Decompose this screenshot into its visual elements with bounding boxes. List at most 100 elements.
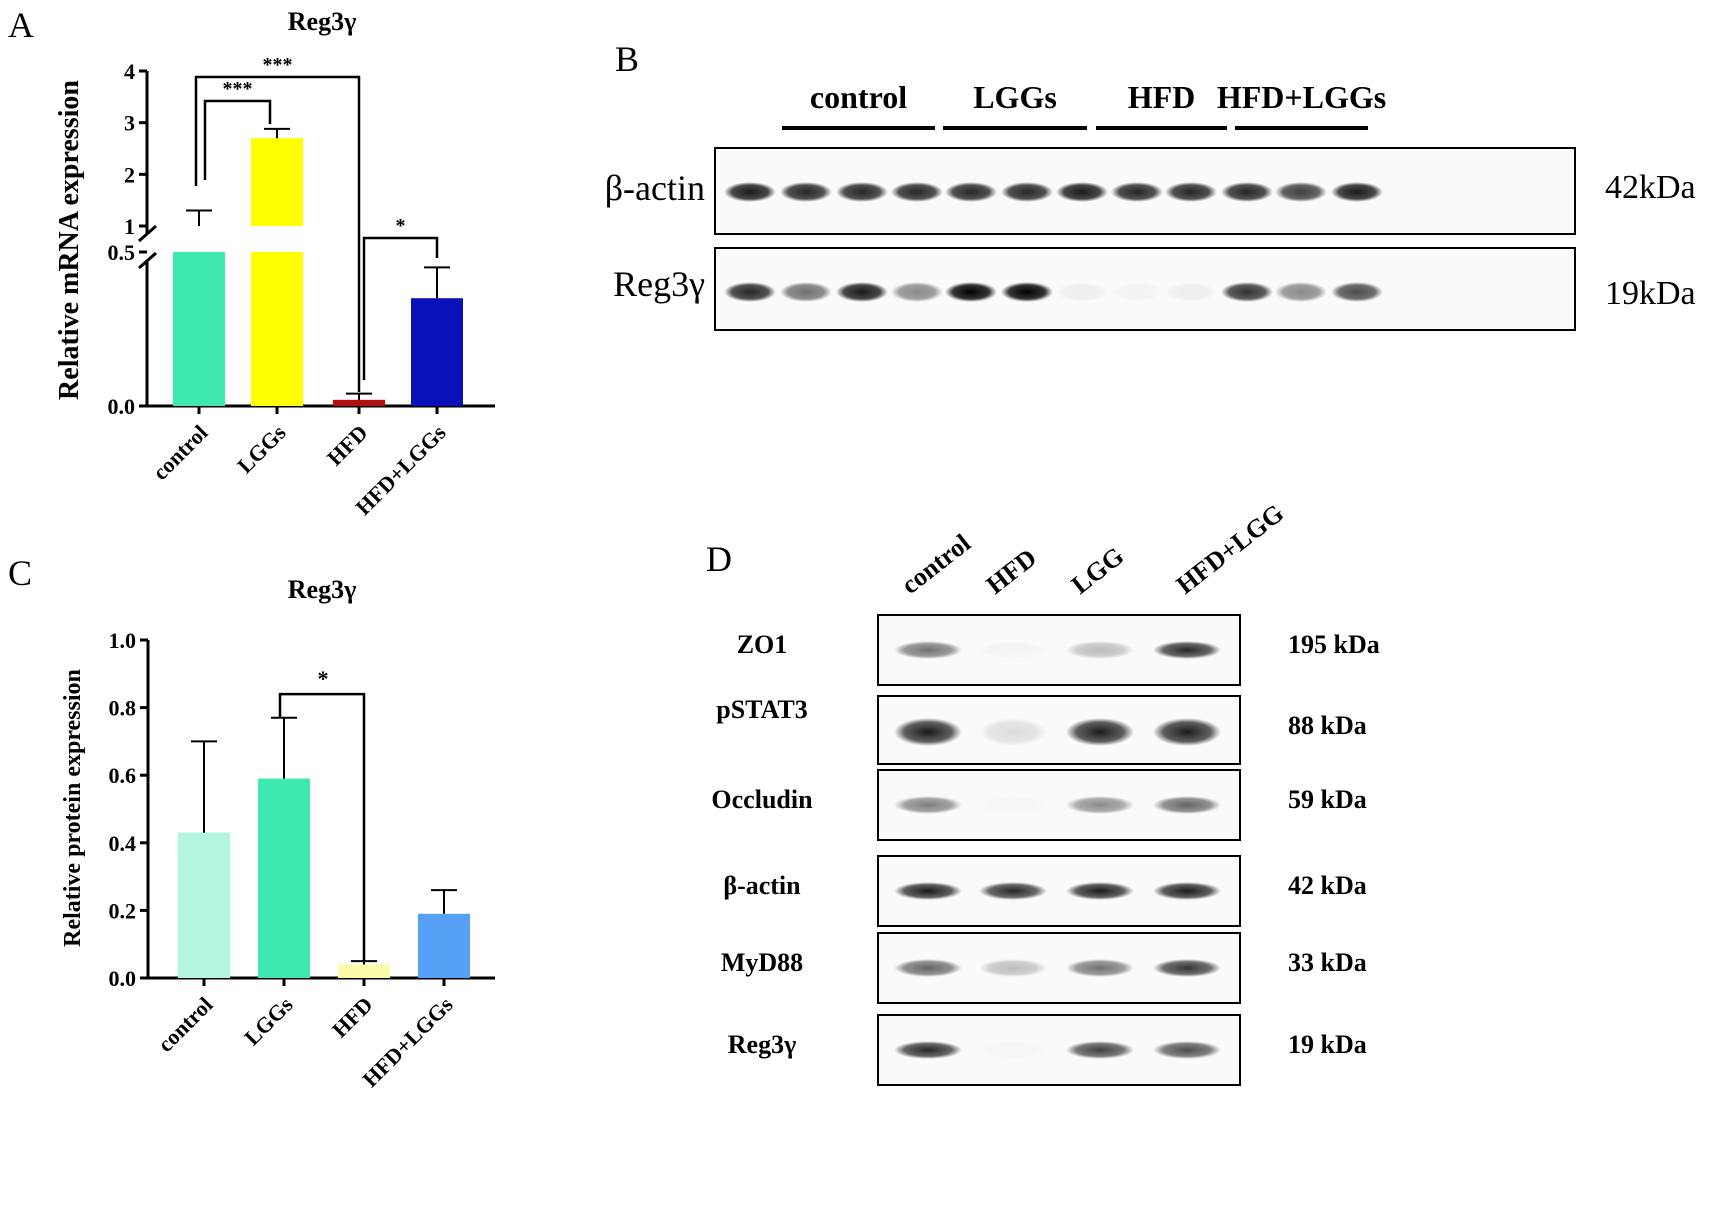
y-tick-label: 0.4 — [109, 831, 137, 856]
significance-bracket — [194, 75, 361, 392]
western-blot-d: control HFD LGG HFD+LGG ZO1 195 kDa pSTAT3 88 k… — [711, 498, 1380, 1086]
blot-size-label: 42 kDa — [1288, 871, 1367, 900]
axis-break-mark — [138, 224, 157, 243]
bar-HFD — [338, 964, 390, 978]
significance-label: *** — [263, 54, 293, 76]
chart-c-protein-expression: Reg3γ Relative protein expression 0.0 0.2 0.… — [60, 575, 495, 1092]
y-tick-label: 1 — [124, 214, 135, 239]
group-label: HFD+LGGs — [1217, 79, 1386, 115]
x-tick-label: control — [148, 420, 213, 485]
western-blot-b: control LGGs HFD HFD+LGGs β-actin 42kDa Reg3γ 1… — [605, 79, 1696, 331]
blot-row-label: Reg3γ — [728, 1030, 796, 1059]
y-tick-label: 0.2 — [109, 898, 137, 923]
lane-label: control — [896, 528, 976, 599]
significance-label: * — [396, 215, 406, 237]
significance-bracket — [362, 236, 439, 380]
band — [894, 641, 962, 659]
bar-HFD+LGGs — [411, 298, 463, 406]
band — [1066, 641, 1134, 659]
band — [1165, 282, 1217, 302]
group-label: HFD — [1128, 79, 1196, 115]
band — [894, 796, 962, 814]
blot-size-label: 19kDa — [1605, 275, 1696, 312]
band — [1221, 282, 1273, 302]
lane-label: LGG — [1066, 541, 1129, 599]
band — [724, 182, 776, 202]
blot-row-label: Reg3γ — [613, 264, 705, 304]
bar-LGGs — [251, 252, 303, 406]
chart-title: Reg3γ — [288, 7, 356, 36]
panel-letter-b: B — [615, 39, 640, 79]
band — [1066, 882, 1134, 900]
y-tick-label: 0.0 — [108, 394, 136, 419]
panel-letter-a: A — [8, 5, 34, 45]
band — [894, 1041, 962, 1059]
band — [979, 959, 1047, 977]
band — [1275, 182, 1327, 202]
band — [1056, 182, 1108, 202]
bar-control — [173, 252, 225, 406]
band — [891, 282, 943, 302]
band — [894, 718, 962, 746]
blot-row-label: Occludin — [711, 785, 813, 814]
band — [1153, 641, 1221, 659]
y-axis-label: Relative mRNA expression — [54, 80, 85, 400]
band — [724, 282, 776, 302]
band — [979, 718, 1047, 746]
band — [780, 182, 832, 202]
significance-label: *** — [223, 78, 253, 100]
blot-row-label: β-actin — [723, 871, 801, 900]
band — [1066, 718, 1134, 746]
chart-a-mrna-expression: Reg3γ Relative mRNA expression 0.0 0.51 2 3 4 c… — [54, 7, 495, 520]
x-tick-label: HFD — [327, 992, 378, 1043]
band — [894, 959, 962, 977]
band — [979, 882, 1047, 900]
blot-size-label: 19 kDa — [1288, 1030, 1367, 1059]
blot-row-label: ZO1 — [737, 630, 788, 659]
band — [1001, 182, 1053, 202]
x-tick-label: HFD — [322, 420, 373, 471]
axis-break-mark — [138, 251, 157, 270]
panel-letter-d: D — [706, 539, 732, 579]
group-label: LGGs — [973, 79, 1057, 115]
bar-HFD+LGGs — [418, 913, 470, 978]
y-tick-label: 0.6 — [109, 763, 137, 788]
panel-letter-c: C — [8, 553, 33, 593]
y-tick-label: 0.0 — [109, 966, 137, 991]
band — [1111, 282, 1163, 302]
group-label: control — [810, 79, 907, 115]
bar-LGGs-upper — [251, 138, 303, 226]
band — [1331, 182, 1383, 202]
band — [1221, 182, 1273, 202]
band — [979, 641, 1047, 659]
x-tick-label: LGGs — [232, 420, 291, 479]
band — [1066, 1041, 1134, 1059]
band — [1066, 796, 1134, 814]
lane-label: HFD — [981, 543, 1042, 600]
band — [1001, 282, 1053, 302]
band — [1111, 182, 1163, 202]
blot-row-label: MyD88 — [721, 948, 803, 977]
band — [1066, 959, 1134, 977]
significance-label: * — [318, 666, 329, 691]
band — [1275, 282, 1327, 302]
band — [1153, 718, 1221, 746]
band — [1153, 959, 1221, 977]
blot-size-label: 195 kDa — [1288, 630, 1380, 659]
band — [945, 182, 997, 202]
band — [945, 282, 997, 302]
band — [780, 282, 832, 302]
bar-HFD — [333, 399, 385, 406]
y-axis-label: Relative protein expression — [60, 669, 86, 947]
blot-size-label: 42kDa — [1605, 169, 1696, 206]
x-tick-label: control — [153, 992, 218, 1057]
blot-frame — [877, 1014, 1241, 1086]
band — [1331, 282, 1383, 302]
band — [979, 1041, 1047, 1059]
blot-row-label: pSTAT3 — [716, 695, 808, 724]
blot-size-label: 88 kDa — [1288, 711, 1367, 740]
chart-title: Reg3γ — [288, 575, 356, 604]
band — [1153, 1041, 1221, 1059]
y-tick-label: 0.8 — [109, 696, 137, 721]
y-tick-label: 1.0 — [109, 628, 137, 653]
